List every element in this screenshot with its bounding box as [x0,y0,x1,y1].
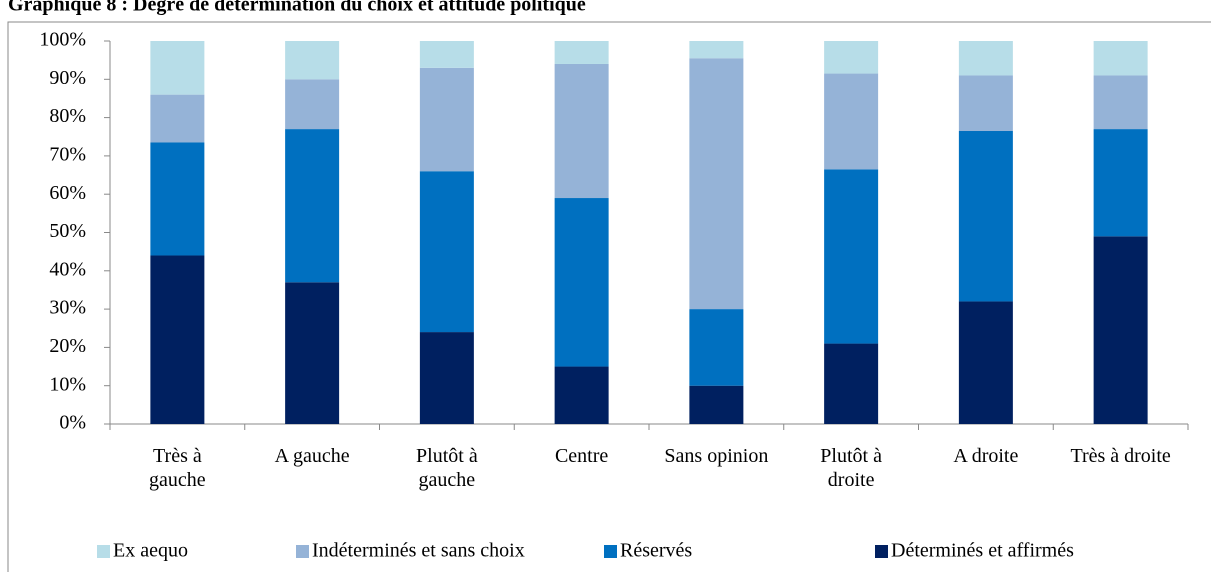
bar-segment [150,142,205,256]
bar-segment [554,366,609,424]
x-tick-label: Sans opinion [664,445,769,467]
legend-swatch [604,545,617,558]
bar-segment [554,198,609,367]
bar-segment [958,301,1013,424]
x-tick-label: Plutôt à droite [820,445,882,491]
y-tick-label: 10% [49,373,86,395]
bar-segment [554,63,609,199]
y-tick-label: 70% [49,143,86,165]
legend-label: Réservés [620,540,692,562]
bar-segment [1093,236,1148,424]
legend-swatch [97,545,110,558]
bar-segment [285,282,340,424]
legend-swatch [875,545,888,558]
bar-segment [554,41,609,64]
x-tick-label: Très à gauche [149,445,206,491]
y-tick-label: 40% [49,258,86,280]
bar-segment [419,171,474,333]
y-tick-label: 30% [49,297,86,319]
bar-segment [958,75,1013,132]
bar-segment [824,169,879,344]
legend-label: Ex aequo [113,540,188,562]
bar-segment [958,41,1013,76]
bar-segment [419,41,474,68]
legend-label: Indéterminés et sans choix [312,540,525,562]
bar-segment [285,41,340,80]
y-tick-label: 0% [59,412,86,434]
y-tick-label: 90% [49,67,86,89]
bar-segment [419,332,474,424]
y-tick-label: 80% [49,105,86,127]
bar-segment [689,58,744,310]
chart-title: Graphique 8 : Degré de détermination du … [8,0,586,16]
x-tick-label: Plutôt à gauche [416,445,478,491]
bar-segment [689,385,744,424]
bar-segment [824,343,879,424]
bar-segment [150,255,205,424]
y-tick-label: 50% [49,220,86,242]
bar-segment [419,67,474,172]
bar-segment [1093,75,1148,130]
bar-segment [150,94,205,143]
bar-segment [824,73,879,170]
x-tick-label: Centre [554,445,609,467]
y-tick-label: 60% [49,182,86,204]
bar-segment [150,41,205,95]
bar-segment [285,129,340,283]
x-tick-label: A droite [953,445,1019,467]
y-tick-label: 20% [49,335,86,357]
chart-frame [7,21,1211,572]
y-tick-label: 100% [39,29,86,51]
bar-segment [1093,129,1148,237]
bar-segment [689,309,744,386]
legend-swatch [296,545,309,558]
x-tick-label: Très à droite [1070,445,1171,467]
bar-segment [1093,41,1148,76]
bar-segment [689,41,744,59]
bar-segment [958,131,1013,302]
legend-label: Déterminés et affirmés [891,540,1074,562]
bar-segment [824,41,879,74]
bar-segment [285,79,340,130]
x-tick-label: A gauche [274,445,350,467]
